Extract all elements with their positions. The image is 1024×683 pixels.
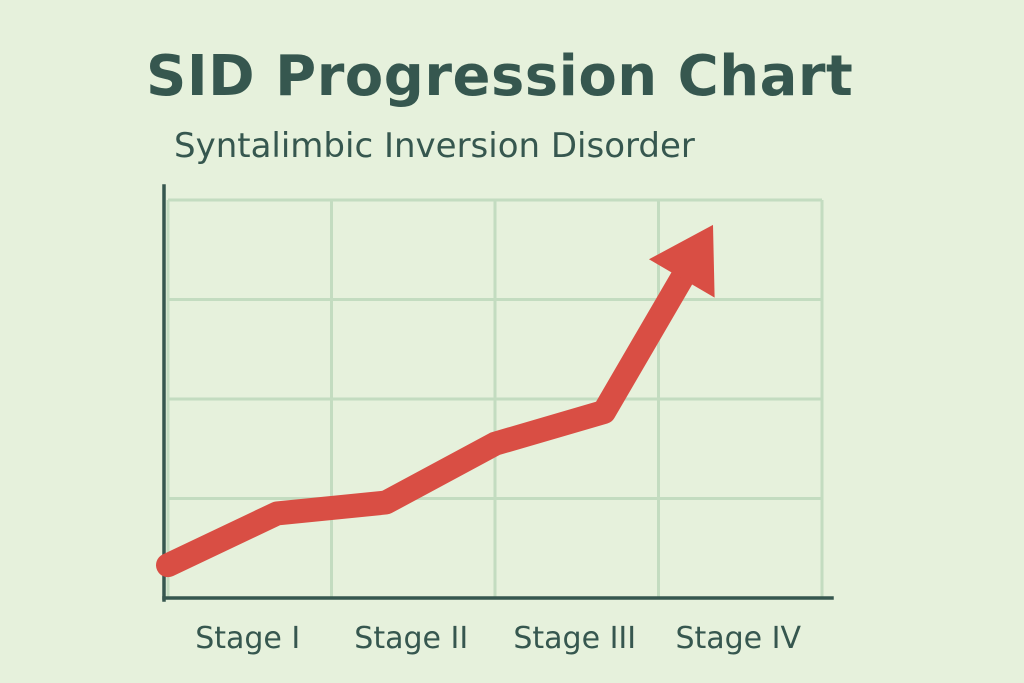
x-tick-label: Stage II <box>354 621 468 656</box>
series-arrowhead <box>648 224 715 298</box>
x-tick-label: Stage III <box>513 621 636 656</box>
series-line <box>156 261 697 578</box>
chart-subtitle: Syntalimbic Inversion Disorder <box>174 126 695 166</box>
chart-title: SID Progression Chart <box>146 44 854 109</box>
x-tick-label: Stage IV <box>675 621 801 656</box>
x-tick-label: Stage I <box>195 621 300 656</box>
